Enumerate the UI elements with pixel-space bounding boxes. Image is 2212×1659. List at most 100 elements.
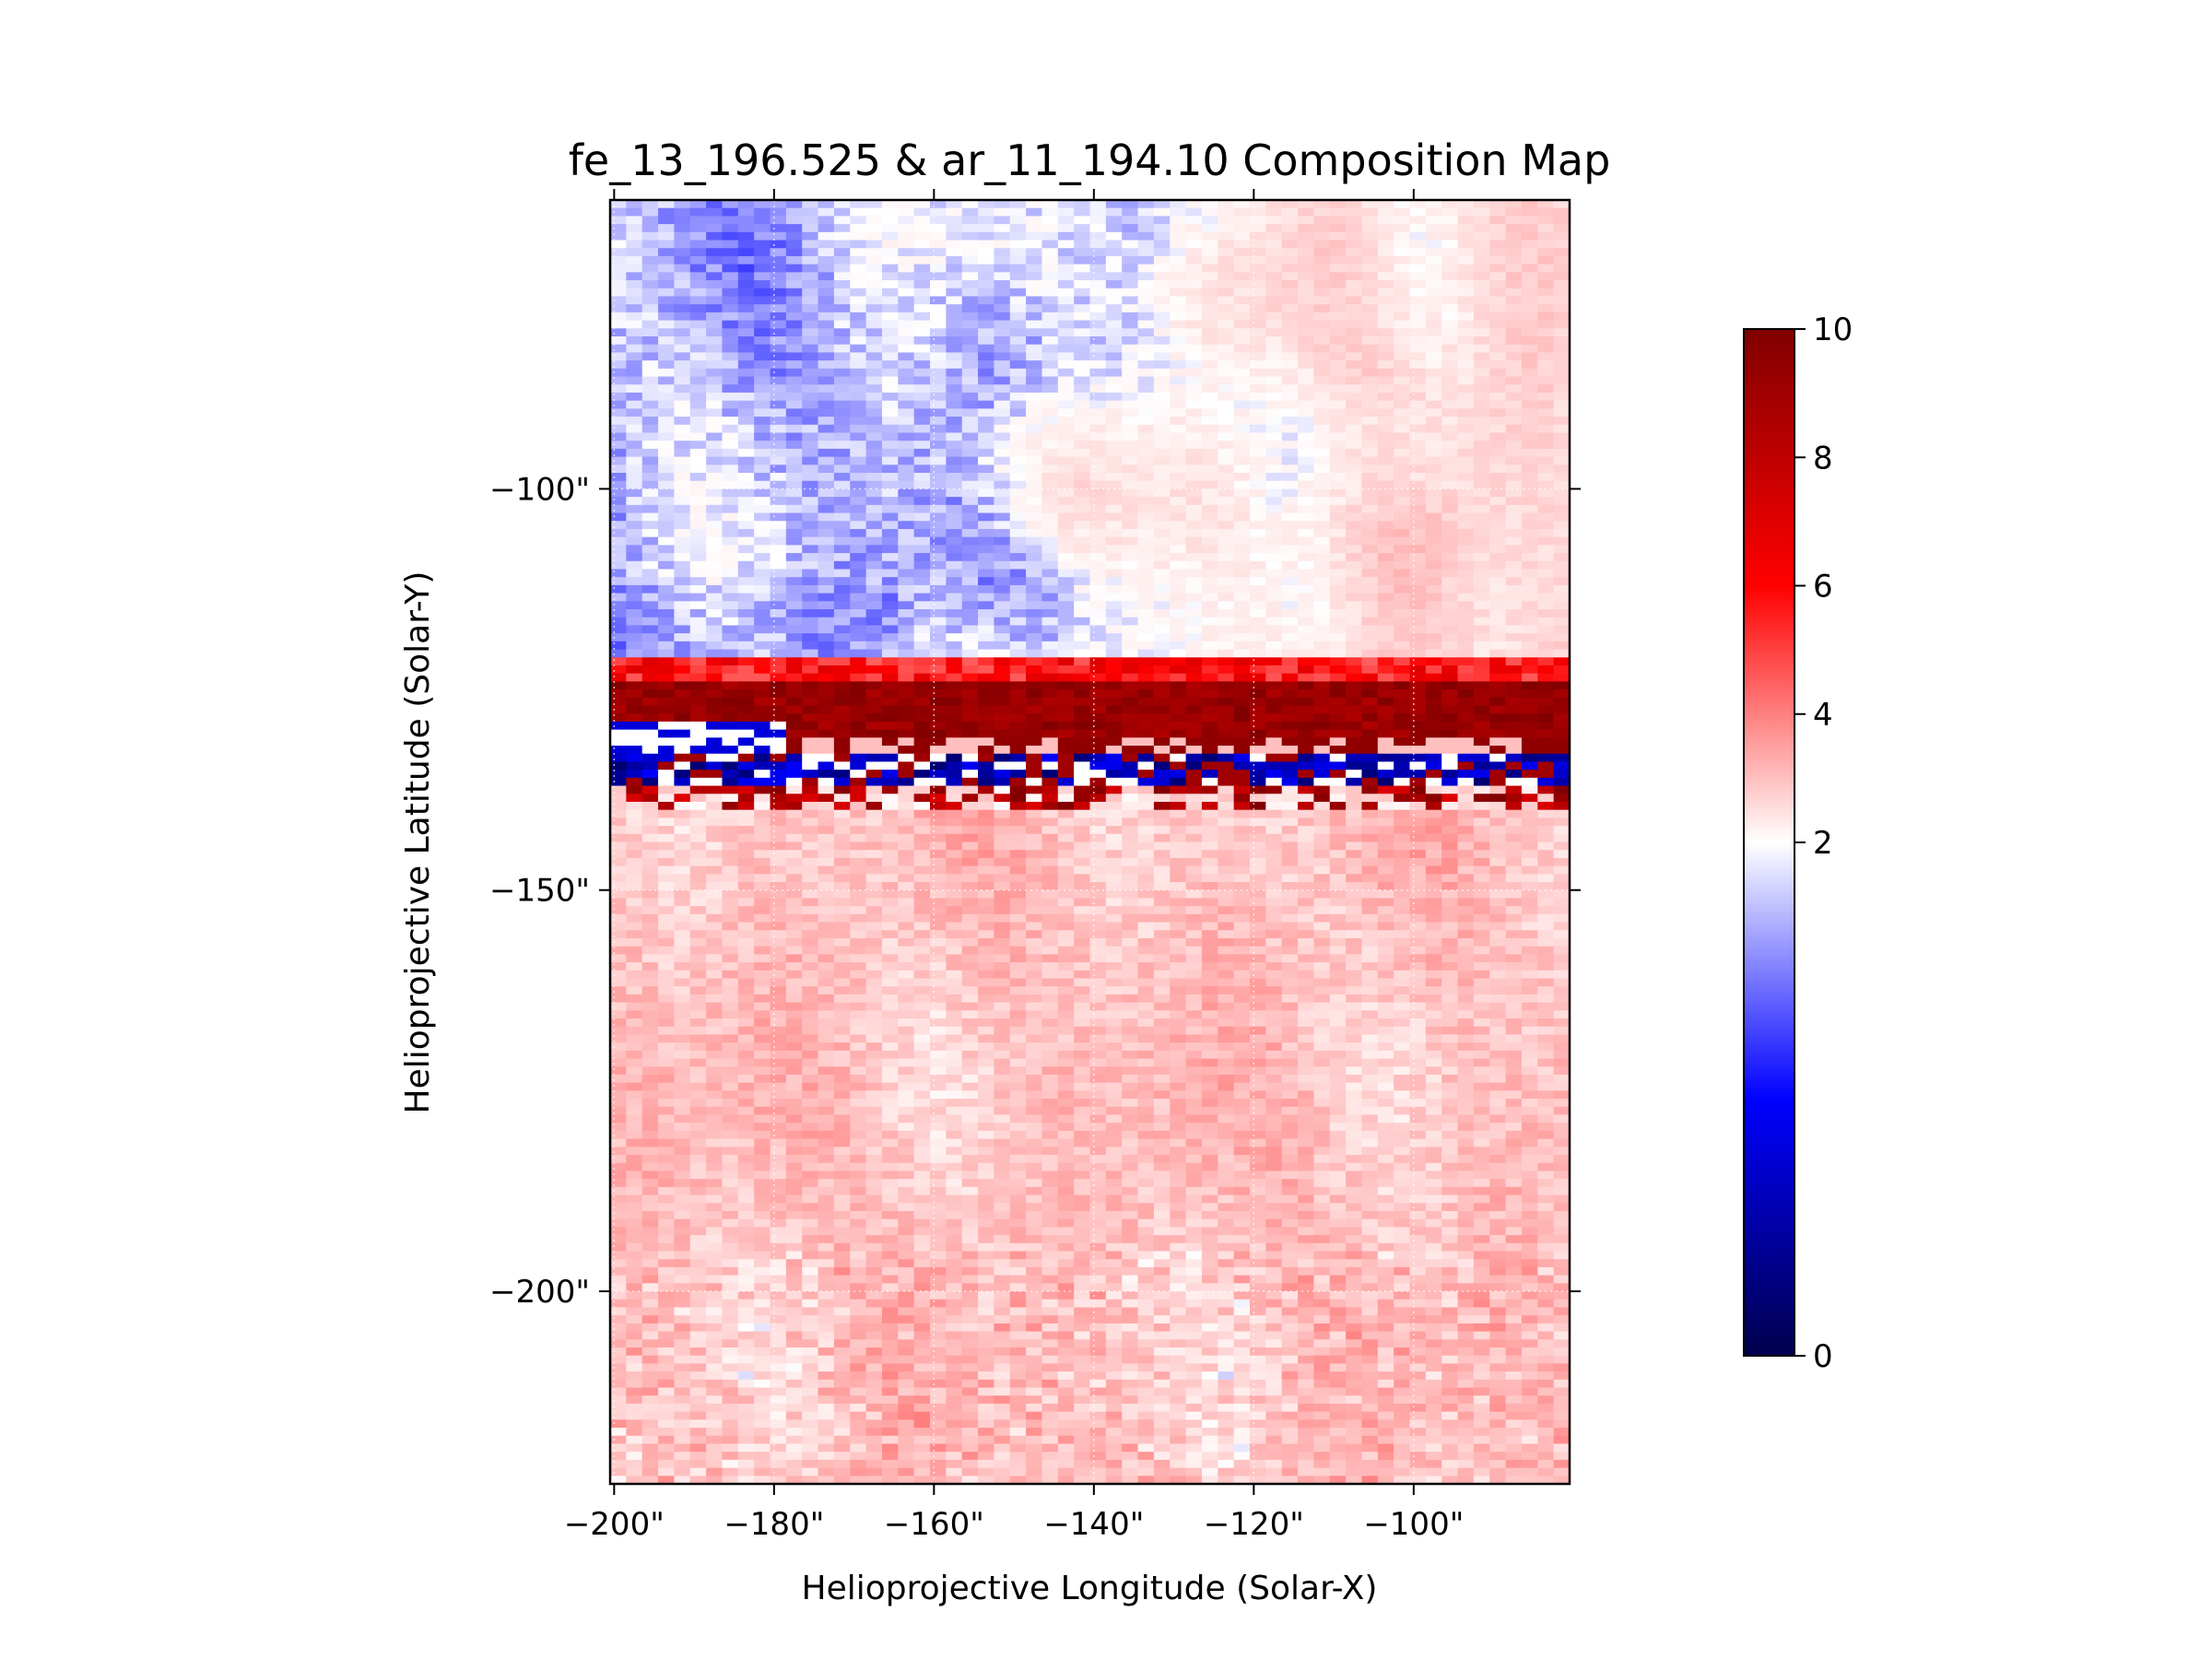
heatmap-cell: [865, 488, 883, 498]
heatmap-cell: [881, 497, 899, 506]
heatmap-cell: [1009, 465, 1027, 474]
heatmap-cell: [1105, 729, 1123, 738]
heatmap-cell: [1441, 400, 1459, 409]
heatmap-cell: [1170, 794, 1187, 803]
heatmap-cell: [770, 785, 787, 794]
heatmap-cell: [1361, 465, 1379, 474]
heatmap-cell: [706, 673, 724, 682]
heatmap-cell: [994, 272, 1011, 281]
heatmap-cell: [722, 368, 739, 378]
heatmap-cell: [1425, 320, 1442, 329]
heatmap-cell: [626, 577, 643, 586]
heatmap-cell: [722, 569, 739, 578]
heatmap-cell: [850, 865, 867, 875]
heatmap-cell: [1122, 280, 1139, 289]
heatmap-cell: [961, 497, 979, 506]
heatmap-cell: [850, 240, 867, 249]
heatmap-cell: [913, 488, 931, 498]
heatmap-cell: [1074, 665, 1091, 675]
heatmap-cell: [770, 272, 787, 281]
heatmap-cell: [722, 296, 739, 305]
heatmap-cell: [961, 504, 979, 514]
heatmap-cell: [1105, 288, 1123, 298]
heatmap-cell: [1137, 841, 1155, 851]
heatmap-cell: [1218, 761, 1235, 771]
heatmap-cell: [833, 312, 851, 322]
heatmap-cell: [1233, 224, 1251, 233]
heatmap-cell: [1009, 432, 1027, 441]
heatmap-cell: [1473, 641, 1490, 651]
heatmap-cell: [1313, 207, 1331, 218]
heatmap-cell: [930, 737, 947, 747]
heatmap-cell: [658, 657, 675, 666]
heatmap-cell: [641, 304, 659, 313]
heatmap-cell: [1122, 850, 1139, 859]
heatmap-cell: [1457, 657, 1475, 666]
heatmap-cell: [850, 713, 867, 723]
heatmap-cell: [1553, 231, 1571, 241]
heatmap-cell: [1441, 850, 1459, 859]
heatmap-cell: [1409, 753, 1427, 763]
heatmap-cell: [930, 593, 947, 602]
heatmap-cell: [1298, 713, 1314, 723]
heatmap-cell: [1346, 649, 1363, 658]
heatmap-cell: [1185, 657, 1203, 666]
heatmap-cell: [802, 352, 819, 361]
heatmap-cell: [1233, 360, 1251, 370]
heatmap-cell: [1057, 497, 1075, 506]
heatmap-cell: [1425, 826, 1442, 835]
heatmap-cell: [1089, 376, 1107, 385]
heatmap-cell: [1201, 231, 1218, 241]
heatmap-cell: [641, 255, 659, 265]
heatmap-cell: [1170, 753, 1187, 763]
heatmap-cell: [1489, 288, 1507, 298]
heatmap-cell: [1489, 344, 1507, 354]
heatmap-cell: [1074, 753, 1091, 763]
heatmap-cell: [1201, 521, 1218, 530]
heatmap-cell: [1394, 753, 1411, 763]
heatmap-cell: [1346, 216, 1363, 225]
heatmap-cell: [1473, 681, 1490, 690]
heatmap-cell: [1377, 553, 1394, 562]
heatmap-cell: [1489, 705, 1507, 714]
heatmap-cell: [1377, 264, 1394, 273]
heatmap-cell: [898, 697, 915, 707]
heatmap-cell: [770, 569, 787, 578]
heatmap-cell: [722, 528, 739, 538]
heatmap-cell: [1105, 336, 1123, 346]
heatmap-cell: [1281, 320, 1299, 329]
heatmap-cell: [1298, 360, 1314, 370]
heatmap-cell: [930, 681, 947, 690]
heatmap-cell: [913, 320, 931, 329]
heatmap-cell: [946, 689, 963, 699]
heatmap-cell: [1281, 336, 1299, 346]
heatmap-cell: [785, 504, 803, 514]
heatmap-cell: [1394, 770, 1411, 779]
heatmap-cell: [802, 560, 819, 571]
heatmap-cell: [689, 384, 707, 394]
heatmap-cell: [1026, 417, 1043, 426]
heatmap-cell: [641, 417, 659, 426]
heatmap-cell: [1361, 504, 1379, 514]
heatmap-cell: [1281, 801, 1299, 811]
heatmap-cell: [930, 441, 947, 450]
heatmap-cell: [1089, 280, 1107, 289]
heatmap-cell: [898, 248, 915, 257]
heatmap-cell: [1489, 320, 1507, 329]
heatmap-cell: [1281, 456, 1299, 465]
heatmap-cell: [978, 577, 994, 586]
heatmap-cell: [1346, 264, 1363, 273]
heatmap-cell: [1553, 384, 1571, 394]
heatmap-cell: [1313, 746, 1331, 755]
heatmap-cell: [1313, 488, 1331, 498]
heatmap-cell: [706, 801, 724, 811]
heatmap-cell: [1170, 272, 1187, 281]
heatmap-cell: [754, 737, 771, 747]
heatmap-cell: [1473, 753, 1490, 763]
heatmap-cell: [722, 465, 739, 474]
heatmap-cell: [641, 328, 659, 337]
heatmap-cell: [737, 794, 755, 803]
heatmap-cell: [1329, 424, 1347, 434]
heatmap-cell: [946, 593, 963, 602]
heatmap-cell: [1346, 697, 1363, 707]
